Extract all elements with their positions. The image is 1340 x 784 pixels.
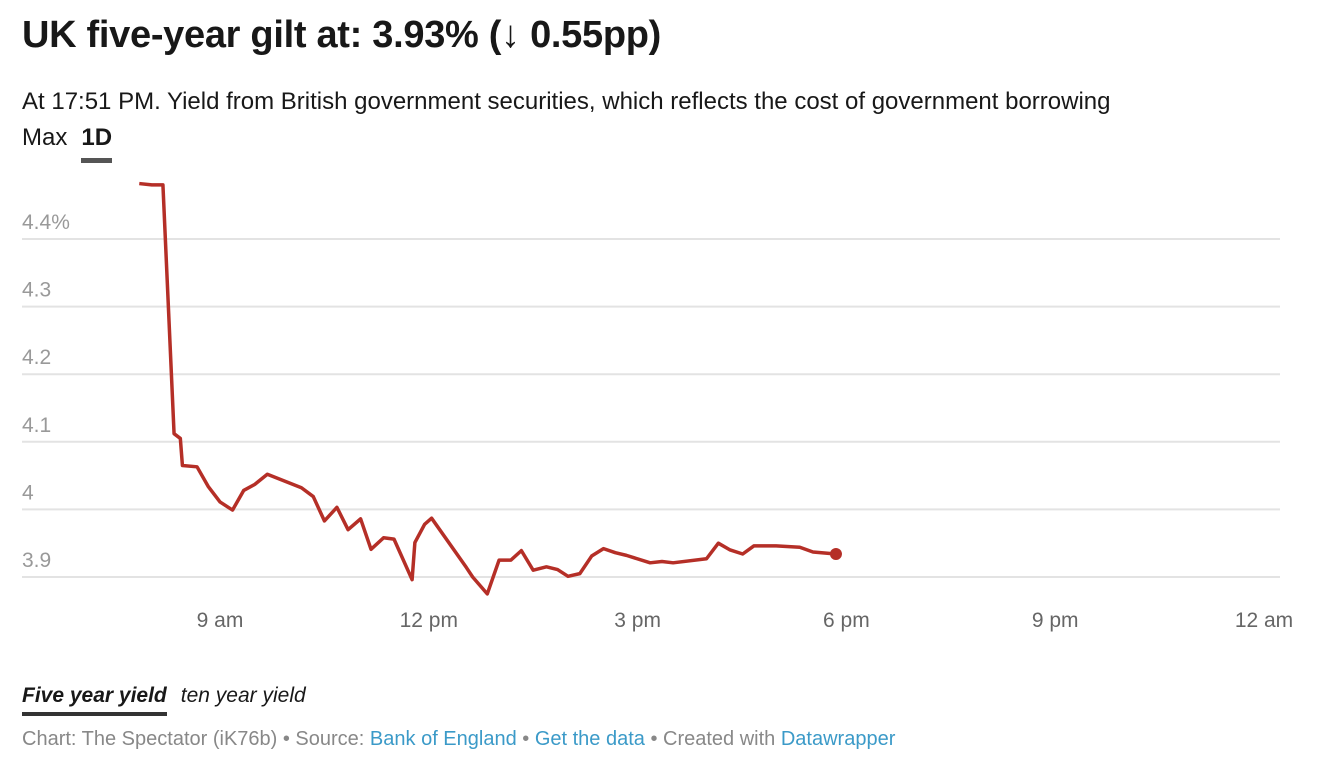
x-tick-label: 9 pm	[1032, 609, 1079, 632]
x-tick-label: 9 am	[197, 609, 244, 632]
legend-five-year-yield[interactable]: Five year yield	[22, 684, 167, 716]
series-legend: Five year yield ten year yield	[22, 684, 306, 716]
footer-credit: Chart: The Spectator (iK76b) • Source:	[22, 728, 370, 750]
tab-1d[interactable]: 1D	[81, 124, 113, 163]
y-tick-label: 3.9	[22, 549, 51, 572]
legend-ten-year-yield[interactable]: ten year yield	[180, 684, 306, 707]
get-data-link[interactable]: Get the data	[534, 728, 645, 750]
x-tick-label: 6 pm	[823, 609, 870, 632]
y-tick-label: 4.4%	[22, 211, 70, 234]
footer-created: • Created with	[644, 728, 781, 750]
y-tick-label: 4.3	[22, 279, 51, 302]
x-tick-label: 12 am	[1235, 609, 1293, 632]
range-tabs: Max 1D	[22, 124, 113, 163]
y-tick-label: 4.1	[22, 414, 51, 437]
five-year-yield-line	[139, 181, 837, 596]
x-tick-label: 12 pm	[400, 609, 458, 632]
chart-subtitle: At 17:51 PM. Yield from British governme…	[22, 88, 1111, 115]
x-tick-label: 3 pm	[614, 609, 661, 632]
last-value-marker	[829, 548, 842, 561]
chart-title: UK five-year gilt at: 3.93% (↓ 0.55pp)	[22, 14, 662, 56]
chart-footer: Chart: The Spectator (iK76b) • Source: B…	[22, 728, 895, 751]
y-tick-label: 4.2	[22, 346, 51, 369]
y-tick-label: 4	[22, 481, 34, 504]
footer-sep: •	[516, 728, 535, 750]
datawrapper-link[interactable]: Datawrapper	[780, 728, 896, 750]
tab-max[interactable]: Max	[22, 124, 68, 151]
source-link[interactable]: Bank of England	[369, 728, 517, 750]
